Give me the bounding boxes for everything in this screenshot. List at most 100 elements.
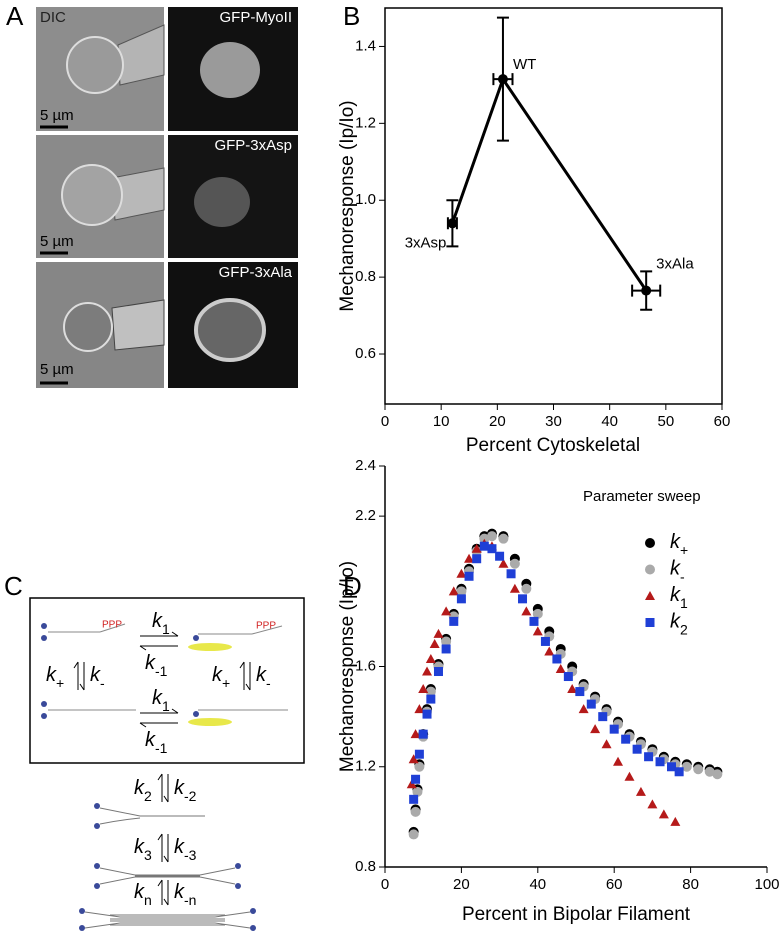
data-point bbox=[567, 684, 578, 694]
data-point bbox=[479, 541, 489, 551]
legend-marker bbox=[645, 591, 655, 600]
plot-frame bbox=[384, 7, 723, 405]
data-point bbox=[410, 729, 421, 739]
data-point bbox=[472, 554, 482, 564]
legend-marker bbox=[645, 538, 655, 548]
data-point bbox=[449, 616, 459, 626]
legend-label: k+ bbox=[670, 531, 688, 557]
data-point bbox=[414, 749, 424, 759]
data-point bbox=[414, 704, 425, 714]
data-point bbox=[456, 568, 467, 578]
data-point bbox=[429, 638, 440, 648]
data-point bbox=[464, 553, 475, 563]
data-point bbox=[670, 816, 681, 826]
data-point bbox=[486, 531, 497, 542]
cell bbox=[63, 302, 113, 352]
head bbox=[235, 863, 241, 869]
x-tick-label: 20 bbox=[489, 413, 506, 430]
scale-label: 5 µm bbox=[40, 233, 74, 250]
y-axis-title: Mechanoresponse (Ip/Io) bbox=[337, 100, 358, 311]
data-point bbox=[601, 739, 612, 749]
image-label: GFP-3xAsp bbox=[214, 137, 292, 154]
rate-label: k+ bbox=[46, 664, 64, 690]
arrow bbox=[157, 833, 169, 863]
diagram-labels: k1 k-1 k+ k- k+ k- k1 k-1 PPP PPP k2 k-2… bbox=[46, 610, 276, 907]
y-tick-label: 1.4 bbox=[355, 37, 376, 54]
data-point bbox=[655, 757, 665, 767]
legend-label: k1 bbox=[670, 584, 688, 610]
filament bbox=[99, 807, 205, 825]
data-point bbox=[624, 771, 635, 781]
data-point bbox=[667, 762, 676, 772]
data-point bbox=[674, 767, 684, 777]
head bbox=[193, 711, 199, 717]
x-tick-label: 40 bbox=[529, 876, 546, 893]
data-point bbox=[578, 704, 589, 714]
head bbox=[94, 863, 100, 869]
rate-label: k- bbox=[256, 664, 271, 690]
panel-letter: C bbox=[4, 571, 23, 601]
pipette bbox=[111, 299, 165, 351]
head bbox=[79, 908, 85, 914]
legend-label: k2 bbox=[670, 611, 688, 637]
data-point bbox=[529, 616, 539, 626]
head bbox=[41, 623, 47, 629]
y-tick-label: 2.2 bbox=[355, 507, 376, 524]
data-point bbox=[509, 583, 520, 593]
data-point bbox=[635, 786, 646, 796]
data-point bbox=[693, 764, 704, 775]
head bbox=[79, 925, 85, 931]
head bbox=[250, 908, 256, 914]
cell bbox=[200, 42, 260, 98]
data-point bbox=[658, 809, 669, 819]
arrow bbox=[140, 708, 179, 714]
data-point bbox=[704, 766, 715, 777]
data-point bbox=[412, 786, 423, 797]
rate-label: k-3 bbox=[174, 836, 197, 862]
data-point bbox=[414, 761, 425, 772]
data-point bbox=[509, 558, 520, 569]
rate-label: k1 bbox=[152, 610, 170, 636]
arrow bbox=[139, 722, 178, 728]
rate-label: kn bbox=[134, 881, 152, 907]
panel-letter: D bbox=[343, 571, 362, 601]
head bbox=[94, 823, 100, 829]
data-point bbox=[613, 756, 624, 766]
data-point bbox=[598, 712, 608, 722]
data-point bbox=[456, 594, 466, 604]
data-point bbox=[498, 558, 509, 568]
x-tick-label: 10 bbox=[433, 413, 450, 430]
data-point bbox=[586, 699, 596, 709]
tail bbox=[251, 625, 283, 635]
point-label: 3xAsp bbox=[405, 234, 447, 251]
x-tick-label: 20 bbox=[453, 876, 470, 893]
data-point bbox=[408, 829, 419, 840]
arrow bbox=[139, 645, 178, 651]
head bbox=[41, 635, 47, 641]
rate-label: k-1 bbox=[145, 652, 168, 678]
legend-marker bbox=[645, 618, 655, 627]
point-label: WT bbox=[513, 56, 536, 73]
x-tick-label: 60 bbox=[606, 876, 623, 893]
x-axis-title: Percent in Bipolar Filament bbox=[462, 904, 691, 925]
data-point bbox=[464, 571, 474, 581]
filament bbox=[99, 867, 236, 885]
data-point bbox=[632, 744, 642, 754]
y-tick-label: 1.2 bbox=[355, 758, 376, 775]
legend-marker bbox=[645, 564, 655, 575]
head bbox=[94, 883, 100, 889]
data-point bbox=[441, 644, 451, 654]
head bbox=[41, 701, 47, 707]
data-point bbox=[406, 779, 417, 789]
x-tick-label: 0 bbox=[381, 876, 389, 893]
data-point bbox=[575, 687, 585, 697]
cell bbox=[194, 177, 250, 227]
data-point bbox=[448, 586, 459, 596]
point-label: 3xAla bbox=[656, 256, 694, 273]
scale-label: 5 µm bbox=[40, 361, 74, 378]
data-point bbox=[411, 774, 421, 784]
data-point bbox=[433, 667, 443, 677]
data-point bbox=[647, 799, 658, 809]
data-point bbox=[471, 543, 482, 553]
